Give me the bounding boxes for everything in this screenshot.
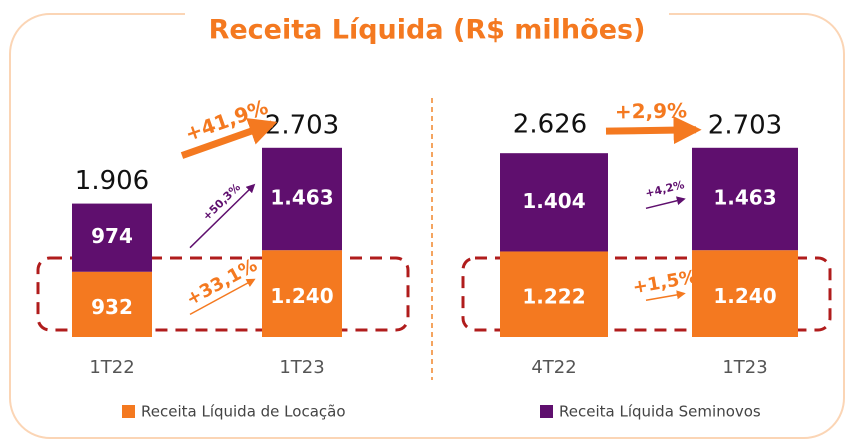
title-bg — [185, 5, 669, 45]
segment-label: 1.404 — [522, 189, 585, 213]
bar-segment — [692, 147, 798, 251]
total-growth-arrow — [180, 118, 278, 159]
growth-label: +1,5% — [631, 266, 699, 298]
highlight-box — [36, 256, 410, 332]
growth-arrow — [645, 290, 686, 301]
growth-arrow — [645, 196, 686, 210]
legend-label: Receita Líquida Seminovos — [559, 403, 761, 421]
segment-label: 1.463 — [713, 185, 776, 209]
x-tick-label: 1T23 — [722, 357, 767, 378]
segment-label: 1.240 — [713, 284, 776, 308]
x-tick-label: 1T23 — [279, 357, 324, 378]
total-growth-label: +2,9% — [615, 98, 688, 123]
highlight-box — [461, 256, 832, 332]
total-label: 2.703 — [708, 110, 782, 140]
bar-segment — [72, 203, 152, 272]
bar-segment — [262, 147, 342, 251]
bar-segment — [500, 251, 608, 337]
bar-segment — [72, 271, 152, 337]
bar-segment — [262, 250, 342, 337]
segment-label: 932 — [91, 295, 133, 319]
growth-arrow — [189, 278, 256, 316]
total-label: 1.906 — [75, 166, 149, 196]
total-label: 2.626 — [513, 110, 587, 140]
total-growth-arrow — [605, 116, 702, 145]
total-label: 2.703 — [265, 110, 339, 140]
segment-label: 1.463 — [270, 185, 333, 209]
growth-arrow — [189, 183, 256, 249]
bar-segment — [692, 250, 798, 337]
legend-swatch — [540, 405, 553, 418]
legend-label: Receita Líquida de Locação — [141, 403, 346, 421]
growth-label: +4,2% — [644, 178, 686, 200]
legend-swatch — [122, 405, 135, 418]
chart-title: Receita Líquida (R$ milhões) — [209, 15, 646, 46]
segment-label: 1.240 — [270, 284, 333, 308]
x-tick-label: 4T22 — [531, 357, 576, 378]
x-tick-label: 1T22 — [89, 357, 134, 378]
segment-label: 1.222 — [522, 285, 585, 309]
bar-segment — [500, 153, 608, 252]
segment-label: 974 — [91, 224, 133, 248]
